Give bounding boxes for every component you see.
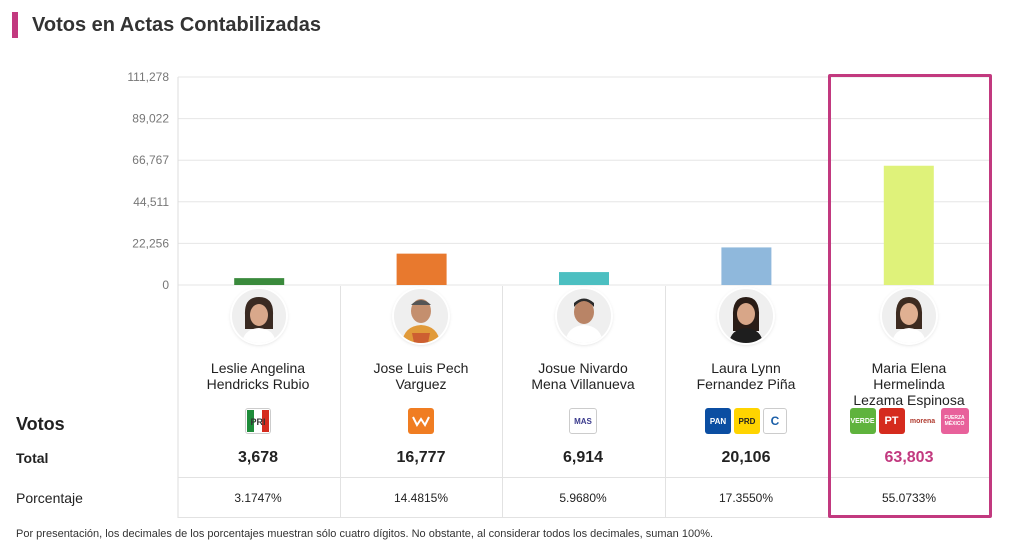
- avatar-candidate-5: [882, 289, 936, 343]
- candidate-name-line: Josue Nivardo: [538, 360, 628, 376]
- candidate-name-line: Maria Elena: [871, 360, 947, 376]
- row-divider: [178, 477, 990, 478]
- candidate-name-line: Fernandez Piña: [696, 376, 796, 392]
- morena-logo-icon: morena: [907, 408, 938, 434]
- pan-logo-icon: PAN: [705, 408, 731, 434]
- bar-candidate-2: [396, 253, 447, 285]
- pri-logo-icon: PRI: [245, 408, 271, 434]
- column-divider: [340, 286, 341, 518]
- candidate-name-line: Hendricks Rubio: [206, 376, 310, 392]
- mas-logo-icon: MAS: [569, 408, 597, 434]
- svg-text:PRI: PRI: [250, 417, 265, 427]
- y-tick-label: 44,511: [133, 195, 169, 209]
- candidate-name-3: Josue Nivardo Mena Villanueva: [503, 360, 663, 392]
- movimiento-ciudadano-logo-icon: [408, 408, 434, 434]
- candidate-name-line: Varguez: [395, 376, 447, 392]
- percentage-5: 55.0733%: [881, 491, 937, 505]
- percentage-2: 14.4815%: [393, 491, 449, 505]
- percentage-1: 3.1747%: [234, 491, 282, 505]
- total-votes-5: 63,803: [884, 449, 934, 466]
- percentage-4: 17.3550%: [718, 491, 774, 505]
- party-logos-4: PAN PRD C: [666, 406, 826, 436]
- party-logos-5: VERDE PT morena FUERZA MÉXICO: [829, 406, 989, 436]
- candidate-name-line: Mena Villanueva: [531, 376, 635, 392]
- party-logos-1: PRI: [178, 406, 338, 436]
- fuerza-mexico-logo-icon: FUERZA MÉXICO: [940, 408, 969, 434]
- total-votes-1: 3,678: [237, 449, 279, 466]
- bar-candidate-3: [559, 272, 609, 285]
- bar-candidate-1: [234, 278, 285, 285]
- candidate-name-5: Maria Elena Hermelinda Lezama Espinosa: [829, 360, 989, 408]
- y-tick-label: 89,022: [132, 112, 169, 126]
- row-divider: [178, 517, 990, 518]
- confianza-logo-icon: C: [763, 408, 787, 434]
- footnote: Por presentación, los decimales de los p…: [16, 528, 714, 540]
- candidate-name-line: Laura Lynn: [711, 360, 781, 376]
- y-tick-label: 66,767: [132, 153, 169, 167]
- section-title: Votos en Actas Contabilizadas: [12, 12, 321, 38]
- prd-logo-icon: PRD: [734, 408, 760, 434]
- candidate-name-line: Jose Luis Pech: [373, 360, 469, 376]
- party-logos-2: [341, 406, 501, 436]
- pt-logo-icon: PT: [878, 408, 905, 434]
- candidate-name-2: Jose Luis Pech Varguez: [341, 360, 501, 392]
- bar-candidate-5: [883, 165, 934, 285]
- page-title: Votos en Actas Contabilizadas: [32, 13, 321, 36]
- column-divider: [665, 286, 666, 518]
- percentage-3: 5.9680%: [559, 491, 607, 505]
- title-accent-bar: [12, 12, 18, 38]
- total-votes-2: 16,777: [396, 449, 446, 466]
- avatar-candidate-1: [232, 289, 286, 343]
- party-logos-3: MAS: [503, 406, 663, 436]
- avatar-candidate-3: [557, 289, 611, 343]
- candidate-name-line: Leslie Angelina: [210, 360, 306, 376]
- total-row-label: Total: [16, 450, 49, 466]
- avatar-candidate-4: [719, 289, 773, 343]
- y-tick-label: 22,256: [132, 236, 169, 250]
- verde-logo-icon: VERDE: [849, 408, 876, 434]
- candidate-name-4: Laura Lynn Fernandez Piña: [666, 360, 826, 392]
- bar-candidate-4: [721, 247, 772, 285]
- total-votes-3: 6,914: [562, 449, 604, 466]
- total-votes-4: 20,106: [721, 449, 771, 466]
- y-tick-label: 0: [162, 278, 169, 292]
- candidate-name-line: Hermelinda: [873, 376, 945, 392]
- column-divider: [502, 286, 503, 518]
- candidate-name-1: Leslie Angelina Hendricks Rubio: [178, 360, 338, 392]
- porcentaje-row-label: Porcentaje: [16, 490, 83, 506]
- avatar-candidate-2: [394, 289, 448, 343]
- votos-row-label: Votos: [16, 414, 65, 434]
- y-tick-label: 111,278: [127, 70, 169, 84]
- candidate-name-line: Lezama Espinosa: [853, 392, 965, 408]
